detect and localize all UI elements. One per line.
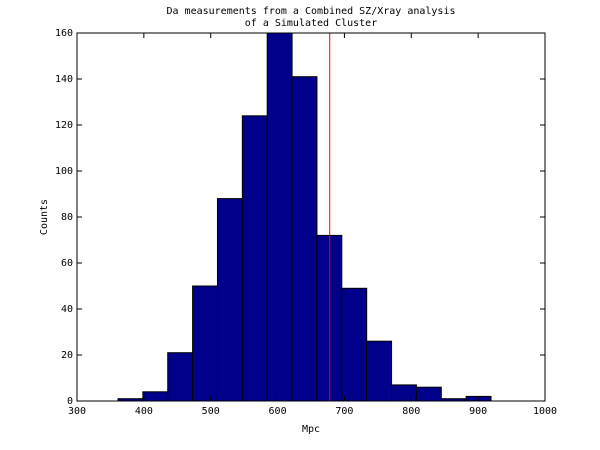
bar — [167, 352, 194, 402]
y-tick-label: 0 — [67, 396, 73, 407]
chart-title: Da measurements from a Combined SZ/Xray … — [167, 6, 456, 17]
y-tick-label: 60 — [61, 258, 73, 269]
bar — [241, 115, 268, 402]
x-axis-label: Mpc — [302, 424, 320, 435]
bar — [142, 391, 169, 402]
bar — [415, 386, 442, 402]
y-tick-label: 40 — [61, 304, 73, 315]
y-axis-label: Counts — [39, 199, 50, 235]
chart-title: of a Simulated Cluster — [245, 18, 377, 29]
x-tick-label: 700 — [335, 406, 353, 417]
y-tick-label: 160 — [55, 28, 73, 39]
bar — [341, 287, 368, 402]
x-tick-label: 600 — [269, 406, 287, 417]
x-tick-label: 800 — [402, 406, 420, 417]
x-tick-label: 500 — [202, 406, 220, 417]
bar — [266, 32, 293, 402]
bar — [216, 198, 243, 402]
y-tick-label: 140 — [55, 74, 73, 85]
x-tick-label: 1000 — [533, 406, 557, 417]
bar — [192, 285, 218, 402]
y-tick-label: 120 — [55, 120, 73, 131]
bar — [366, 340, 393, 402]
x-tick-label: 900 — [469, 406, 487, 417]
y-tick-label: 100 — [55, 166, 73, 177]
bar — [291, 76, 318, 402]
y-tick-label: 20 — [61, 350, 73, 361]
x-tick-label: 300 — [68, 406, 86, 417]
y-tick-label: 80 — [61, 212, 73, 223]
bar — [391, 384, 417, 402]
x-tick-label: 400 — [135, 406, 153, 417]
